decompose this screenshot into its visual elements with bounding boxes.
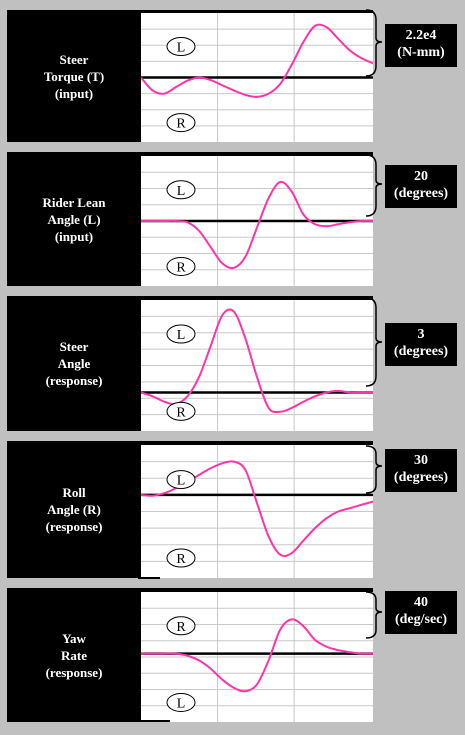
upper-direction-marker: L <box>166 470 196 490</box>
marker-ellipse <box>166 470 196 490</box>
marker-ellipse <box>166 401 196 421</box>
marker-ellipse <box>166 548 196 568</box>
axis-stub <box>138 720 170 722</box>
marker-label: R <box>176 117 186 132</box>
series-line <box>141 180 373 270</box>
scale-label: 3 (degrees) <box>385 323 457 366</box>
axis-stub <box>138 577 160 579</box>
marker-ellipse <box>166 37 196 57</box>
lower-direction-marker: L <box>166 693 196 712</box>
scale-label: 20 (degrees) <box>385 165 457 208</box>
marker-label: R <box>176 620 186 635</box>
marker-ellipse <box>166 180 196 200</box>
line-chart: LR <box>141 13 373 142</box>
lower-direction-marker: R <box>166 548 196 568</box>
line-chart: LR <box>141 445 373 578</box>
marker-ellipse <box>166 616 196 636</box>
line-chart: LR <box>141 300 373 431</box>
marker-label: L <box>177 697 186 712</box>
marker-ellipse <box>166 113 196 133</box>
series-line <box>141 23 373 98</box>
scale-label: 40 (deg/sec) <box>385 591 457 634</box>
marker-label: L <box>177 474 186 489</box>
series-line <box>141 308 373 414</box>
marker-label: R <box>176 552 186 567</box>
upper-direction-marker: L <box>166 180 196 200</box>
lower-direction-marker: R <box>166 257 196 276</box>
panel-label: Steer Torque (T) (input) <box>43 51 105 101</box>
marker-label: R <box>176 261 186 276</box>
series-line <box>141 618 373 693</box>
lower-direction-marker: R <box>166 401 196 421</box>
line-chart: RL <box>141 592 373 722</box>
panel-label: Roll Angle (R) (response) <box>45 485 103 534</box>
upper-direction-marker: L <box>166 37 196 57</box>
marker-ellipse <box>166 257 196 276</box>
marker-label: L <box>177 41 186 56</box>
marker-ellipse <box>166 324 196 344</box>
panel-label: Rider Lean Angle (L) (input) <box>42 194 106 244</box>
panel-label: Steer Angle (response) <box>45 339 103 388</box>
lower-direction-marker: R <box>166 113 196 133</box>
marker-label: L <box>177 328 186 343</box>
upper-direction-marker: R <box>166 616 196 636</box>
scale-label: 30 (degrees) <box>385 449 457 492</box>
scale-label: 2.2e4 (N-mm) <box>385 24 457 67</box>
upper-direction-marker: L <box>166 324 196 344</box>
marker-ellipse <box>166 693 196 712</box>
line-chart: LR <box>141 156 373 286</box>
marker-label: L <box>177 184 186 199</box>
marker-label: R <box>176 405 186 420</box>
panel-label: Yaw Rate (response) <box>45 630 103 680</box>
